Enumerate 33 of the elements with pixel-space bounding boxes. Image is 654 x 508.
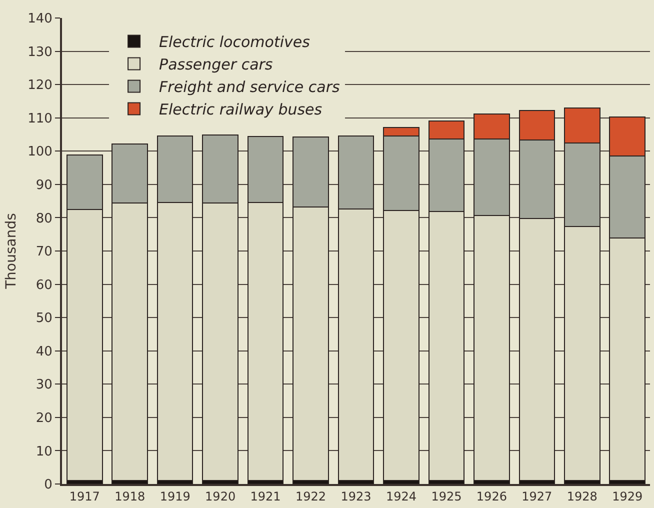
y-tick-label: 30 bbox=[36, 378, 52, 393]
y-tick-label: 110 bbox=[28, 111, 52, 126]
y-tick-label: 140 bbox=[28, 12, 52, 27]
x-tick-label: 1924 bbox=[386, 489, 417, 504]
y-tick-label: 90 bbox=[36, 178, 52, 193]
legend-label: Electric railway buses bbox=[159, 100, 322, 119]
x-tick-label: 1926 bbox=[476, 489, 507, 504]
legend-label: Electric locomotives bbox=[159, 33, 310, 52]
legend-label: Freight and service cars bbox=[159, 78, 340, 96]
x-tick-label: 1919 bbox=[160, 489, 190, 504]
x-tick-label: 1918 bbox=[114, 489, 146, 504]
legend-label: Passenger cars bbox=[159, 56, 273, 74]
x-tick-label: 1928 bbox=[566, 489, 598, 504]
y-tick-label: 20 bbox=[36, 410, 52, 426]
x-tick-label: 1929 bbox=[612, 489, 643, 504]
y-tick-label: 80 bbox=[36, 211, 52, 226]
y-axis-title: Thousands bbox=[4, 213, 20, 290]
y-tick-label: 100 bbox=[28, 144, 52, 160]
y-tick-label: 0 bbox=[44, 478, 52, 493]
y-tick-label: 10 bbox=[36, 444, 52, 460]
x-tick-label: 1921 bbox=[250, 489, 281, 504]
x-tick-label: 1917 bbox=[69, 489, 100, 504]
y-tick-label: 120 bbox=[28, 78, 52, 94]
x-tick-label: 1925 bbox=[431, 489, 462, 504]
x-tick-label: 1927 bbox=[522, 489, 552, 504]
y-tick-label: 70 bbox=[36, 244, 52, 260]
y-tick-label: 50 bbox=[36, 311, 52, 326]
y-tick-label: 130 bbox=[28, 44, 52, 60]
y-tick-label: 40 bbox=[36, 344, 52, 360]
x-tick-label: 1923 bbox=[340, 489, 372, 504]
x-tick-label: 1920 bbox=[205, 489, 236, 504]
y-tick-label: 60 bbox=[36, 278, 52, 293]
x-tick-label: 1922 bbox=[295, 489, 326, 504]
